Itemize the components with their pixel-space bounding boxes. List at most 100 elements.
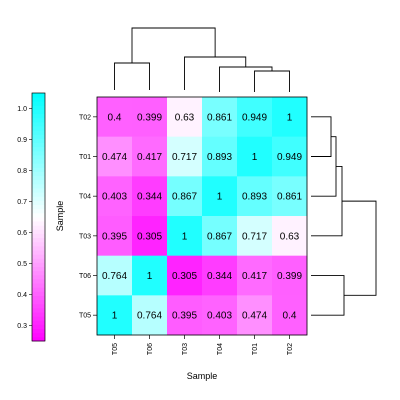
colorbar-segment: [32, 229, 45, 234]
colorbar-segment: [32, 126, 45, 131]
cell-label: 0.344: [137, 192, 162, 203]
y-tick-label: T06: [79, 273, 91, 280]
colorbar-tick-label: 0.8: [17, 168, 27, 175]
colorbar-segment: [32, 279, 45, 284]
cell-label: 0.399: [137, 112, 162, 123]
cell-label: 0.893: [207, 152, 232, 163]
colorbar-frame: [31, 92, 46, 342]
colorbar-segment: [32, 332, 45, 338]
cell-label: 0.395: [172, 311, 197, 322]
heatmap-cell: [97, 136, 133, 177]
heatmap-cell: [272, 97, 308, 137]
cell-label: 1: [112, 311, 118, 322]
x-tick-label: T06: [147, 343, 154, 355]
x-tick-label: T05: [112, 343, 119, 355]
colorbar-segment: [32, 97, 45, 102]
y-tick-label: T05: [79, 313, 91, 320]
y-tick-label: T02: [79, 114, 91, 121]
colorbar-segment: [32, 175, 45, 181]
y-axis-title: Sample: [55, 201, 65, 232]
colorbar-segment: [32, 250, 45, 255]
dendrogram-branch: [114, 62, 150, 90]
cell-label: 0.403: [102, 192, 127, 203]
colorbar-segment: [32, 134, 45, 139]
x-tick-label: T02: [287, 343, 294, 355]
heatmap-cell: [202, 97, 238, 137]
cell-label: 0.717: [242, 231, 267, 242]
heatmap-cell: [132, 216, 168, 256]
colorbar-segment: [32, 324, 45, 329]
cell-label: 0.4: [283, 311, 297, 322]
heatmap-cell: [237, 255, 273, 296]
cell-label: 0.893: [242, 192, 267, 203]
colorbar-segment: [32, 179, 45, 185]
colorbar-segment: [32, 159, 45, 164]
heatmap-cell: [167, 255, 203, 296]
cell-label: 0.417: [137, 152, 162, 163]
cell-label: 0.63: [175, 112, 195, 123]
dendrogram-branch: [311, 116, 332, 157]
colorbar-segment: [32, 192, 45, 197]
cell-label: 0.861: [207, 112, 232, 123]
colorbar-segment: [32, 254, 45, 259]
colorbar-tick-label: 0.9: [17, 137, 27, 144]
x-tick-label: T04: [217, 343, 224, 355]
cell-label: 1: [147, 271, 153, 282]
cell-label: 1: [182, 231, 188, 242]
colorbar-segment: [32, 200, 45, 205]
colorbar-segment: [32, 217, 45, 222]
colorbar-segment: [32, 221, 45, 226]
cell-label: 1: [287, 112, 293, 123]
heatmap-cell: [167, 295, 203, 336]
colorbar-segment: [32, 212, 45, 218]
colorbar-tick-label: 0.7: [17, 199, 27, 206]
heatmap-cell: [272, 295, 308, 336]
colorbar-segment: [32, 93, 45, 98]
colorbar-segment: [32, 336, 45, 342]
heatmap-cell: [132, 295, 168, 336]
colorbar-segment: [32, 320, 45, 325]
colorbar-segment: [32, 270, 45, 276]
heatmap-cell: [237, 97, 273, 137]
colorbar-segment: [32, 109, 45, 115]
heatmap-cell: [202, 295, 238, 336]
dendrogram-branch: [131, 27, 216, 63]
y-tick-label: T01: [79, 154, 91, 161]
heatmap-cell: [97, 216, 133, 256]
dendrogram-branch: [184, 56, 247, 90]
cell-label: 0.63: [280, 231, 300, 242]
colorbar-tick-label: 0.5: [17, 261, 27, 268]
cell-label: 0.717: [172, 152, 197, 163]
heatmap-cell: [132, 176, 168, 217]
heatmap-cell: [97, 176, 133, 217]
y-tick-label: T03: [79, 233, 91, 240]
colorbar-tick-label: 0.3: [17, 323, 27, 330]
colorbar-segment: [32, 258, 45, 263]
dendrogram-branch: [311, 136, 337, 197]
heatmap-cell: [237, 176, 273, 217]
column-dendrogram: [114, 27, 290, 92]
axis-ticks: T02 T01 T04 T03 T06 T05 T05 T06 T03 T04 T01 T02: [79, 114, 294, 355]
heatmap-cell: [167, 136, 203, 177]
heatmap-cell: [97, 255, 133, 296]
cell-label: 0.867: [172, 192, 197, 203]
cell-label: 0.4: [108, 112, 122, 123]
colorbar-segment: [32, 316, 45, 321]
cell-label: 0.395: [102, 231, 127, 242]
colorbar-segment: [32, 266, 45, 272]
heatmap-cell: [167, 97, 203, 137]
colorbar-segment: [32, 233, 45, 239]
heatmap-cell: [272, 176, 308, 217]
colorbar-segment: [32, 208, 45, 214]
colorbar-segment: [32, 241, 45, 247]
colorbar-segment: [32, 183, 45, 189]
colorbar-segment: [32, 303, 45, 309]
colorbar-segment: [32, 328, 45, 334]
x-tick-label: T03: [182, 343, 189, 355]
heatmap-cell: [202, 216, 238, 256]
colorbar-segment: [32, 155, 45, 160]
colorbar-segment: [32, 188, 45, 193]
colorbar-tick-label: 0.6: [17, 230, 27, 237]
colorbar-segment: [32, 312, 45, 317]
